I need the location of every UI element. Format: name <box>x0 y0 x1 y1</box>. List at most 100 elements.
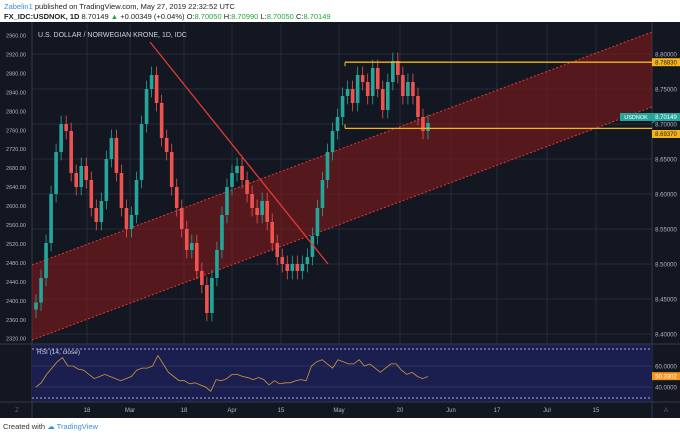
high-label: H: <box>223 12 232 21</box>
right-axis-tick: 8.50000 <box>655 263 677 269</box>
open-label: O: <box>186 12 195 21</box>
time-axis-tick: 20 <box>397 408 404 414</box>
last-price-connector <box>651 120 656 124</box>
candle-body <box>411 82 415 96</box>
candle-body <box>345 89 350 96</box>
last-symbol-label: USDNOK <box>624 115 648 121</box>
publish-text: published on TradingView.com, May 27, 20… <box>34 2 235 11</box>
candle-body <box>380 89 385 110</box>
candle-body <box>325 152 330 180</box>
price-chart[interactable]: 8.80000 8.75000 8.70000 8.65000 8.60000 8.550… <box>0 22 680 418</box>
time-axis-tick: May <box>333 408 344 414</box>
left-axis-tick: 2680.00 <box>6 166 26 172</box>
candle-body <box>270 222 275 243</box>
chart-title: U.S. DOLLAR / NORWEGIAN KRONE, 1D, IDC <box>38 32 187 39</box>
right-axis-tick: 8.60000 <box>655 193 677 199</box>
candle-body <box>179 208 184 229</box>
support-label-bg <box>652 130 680 138</box>
tradingview-logo[interactable]: ☁ TradingView <box>47 422 98 431</box>
time-axis-tick: Mar <box>125 408 135 414</box>
candle-body <box>124 208 129 229</box>
candle-body <box>89 180 94 208</box>
left-axis-tick: 2640.00 <box>6 185 26 191</box>
left-axis-tick: 2880.00 <box>6 71 26 77</box>
left-axis-tick: 2560.00 <box>6 223 26 229</box>
left-axis-tick: 2920.00 <box>6 52 26 58</box>
candle-body <box>240 166 244 180</box>
candle-body <box>200 271 204 285</box>
candle-body <box>195 243 199 271</box>
candle-body <box>74 173 79 187</box>
downtrend-line <box>149 41 329 265</box>
rsi-last-label: 50.3302 <box>655 375 677 381</box>
candle-body <box>134 180 139 215</box>
time-axis-tick: 17 <box>494 408 501 414</box>
last-price-label: 8.70149 <box>655 115 677 121</box>
author-link[interactable]: Zabelin1 <box>4 2 33 11</box>
candle-body <box>295 264 300 271</box>
right-axis-tick: 8.40000 <box>655 333 677 339</box>
candle-body <box>129 215 134 229</box>
candle-body <box>401 75 405 96</box>
right-axis-tick: 8.80000 <box>655 53 677 59</box>
candle-body <box>355 75 360 103</box>
timezone-button[interactable]: Z <box>15 408 19 414</box>
candle-body <box>84 166 89 180</box>
created-with: Created with <box>3 422 46 431</box>
candle-body <box>365 82 370 96</box>
candle-body <box>255 208 259 215</box>
candle-body <box>215 250 219 278</box>
candle-body <box>315 208 320 236</box>
left-axis-tick: 2760.00 <box>6 128 26 134</box>
candle-body <box>391 61 395 82</box>
ohlc-line: FX_IDC:USDNOK, 1D 8.70149 ▲ +0.00349 (+0… <box>4 12 331 21</box>
right-axis-tick: 8.75000 <box>655 88 677 94</box>
right-axis-tick: 8.45000 <box>655 298 677 304</box>
auto-scale-button[interactable]: A <box>664 408 668 414</box>
last-symbol-bg <box>620 113 652 121</box>
candle-body <box>184 229 189 250</box>
candle-body <box>370 68 375 96</box>
candle-body <box>169 152 174 187</box>
candle-body <box>375 68 380 89</box>
close: 8.70149 <box>303 12 331 21</box>
last: 8.70149 <box>81 12 109 21</box>
candle-body <box>49 194 53 243</box>
candle-body <box>39 278 43 303</box>
symbol: FX_IDC:USDNOK, 1D <box>4 12 80 21</box>
candle-body <box>340 96 345 117</box>
left-axis-tick: 2360.00 <box>6 318 26 324</box>
footer: Created with ☁ TradingView <box>3 422 98 431</box>
left-axis-tick: 2480.00 <box>6 261 26 267</box>
candle-body <box>164 138 169 152</box>
candle-body <box>235 166 239 173</box>
candle-body <box>320 180 325 208</box>
candle-body <box>421 117 425 131</box>
candle-body <box>114 138 119 173</box>
left-axis-tick: 2800.00 <box>6 109 26 115</box>
candle-body <box>350 89 355 103</box>
left-axis-tick: 2840.00 <box>6 90 26 96</box>
candle-body <box>300 264 305 271</box>
rsi-last-bg <box>652 372 680 381</box>
left-axis-tick: 2520.00 <box>6 242 26 248</box>
left-axis-tick: 2600.00 <box>6 204 26 210</box>
candle-body <box>330 131 335 152</box>
candle-body <box>154 75 159 103</box>
candle-body <box>159 103 164 138</box>
right-axis-tick: 8.65000 <box>655 158 677 164</box>
candle-body <box>139 124 144 180</box>
rsi-panel <box>32 344 652 402</box>
candle-body <box>144 89 149 124</box>
time-axis-tick: Jun <box>446 408 456 414</box>
candle-body <box>310 236 315 257</box>
open: 8.70050 <box>194 12 222 21</box>
candle-body <box>245 180 249 194</box>
close-label: C: <box>295 12 304 21</box>
candle-body <box>149 75 154 89</box>
right-axis-tick: 8.70000 <box>655 123 677 129</box>
candle-body <box>34 302 38 310</box>
candle-body <box>285 264 290 271</box>
candle-body <box>426 122 430 131</box>
rsi-line <box>35 354 429 392</box>
